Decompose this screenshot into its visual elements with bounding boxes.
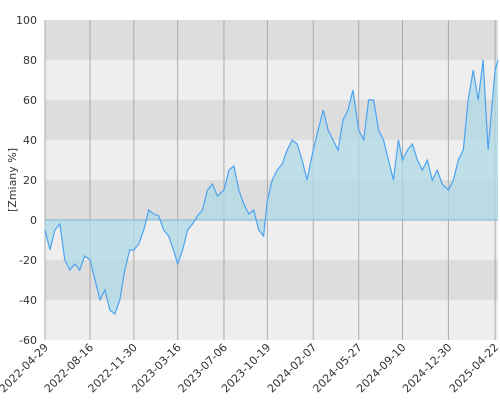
y-tick-label: -40	[19, 294, 37, 307]
y-tick-label: 100	[16, 14, 37, 27]
grid-band	[45, 20, 498, 60]
y-tick-label: 40	[23, 134, 37, 147]
x-tick-label: 2024-12-30	[400, 341, 454, 395]
x-tick-label: 2025-04-22	[447, 341, 500, 395]
line	[44, 59, 499, 315]
y-tick-label: 60	[23, 94, 37, 107]
y-tick-label: -20	[19, 254, 37, 267]
area	[45, 60, 498, 314]
grid-band	[45, 300, 498, 340]
y-axis-label: [Zmiany %]	[6, 148, 19, 212]
y-tick-label: -60	[19, 334, 37, 347]
y-tick-label: 80	[23, 54, 37, 67]
grid-band	[45, 100, 498, 140]
y-tick-label: 20	[23, 174, 37, 187]
grid-band	[45, 60, 498, 100]
y-tick-label: 0	[30, 214, 37, 227]
